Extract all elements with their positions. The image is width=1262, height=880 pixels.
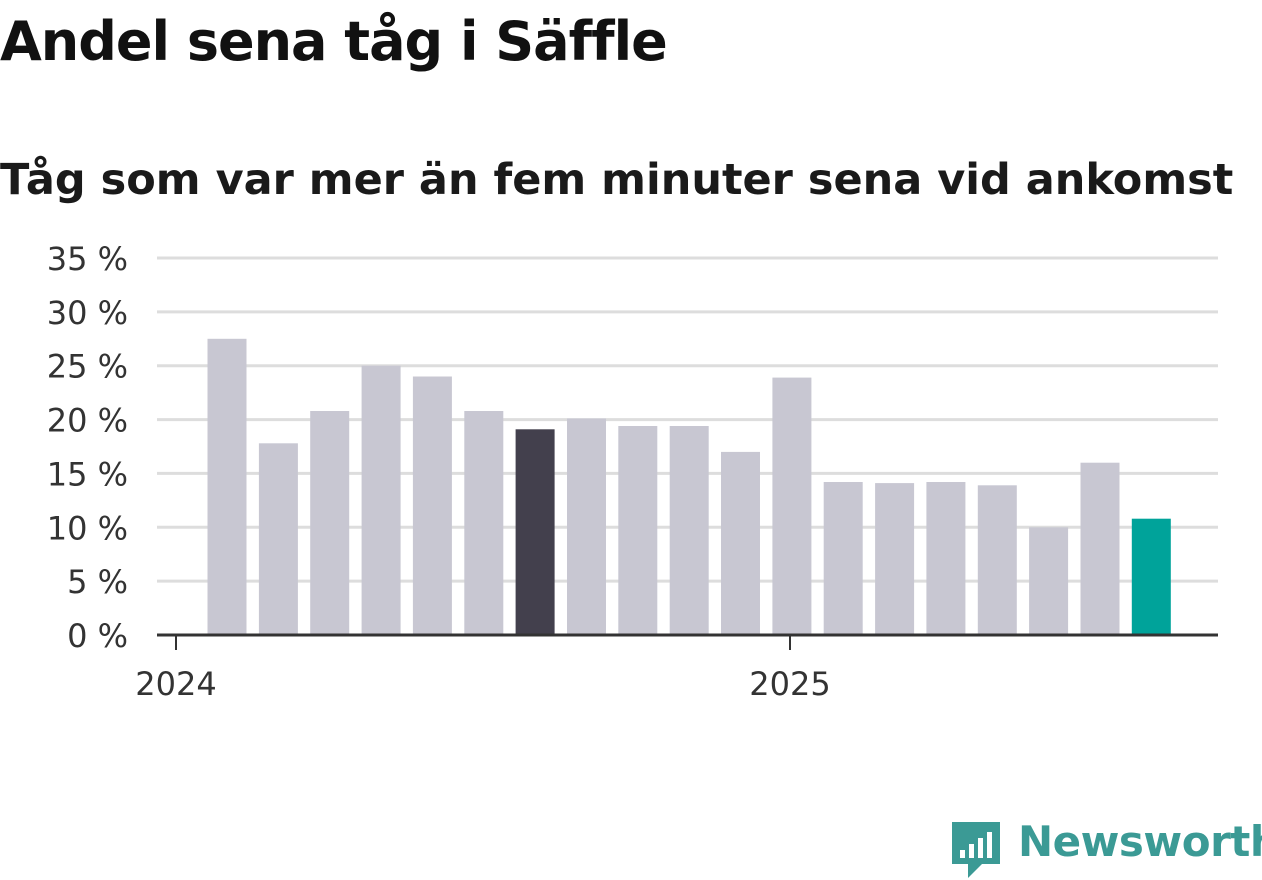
y-axis-tick-labels: 0 % 5 % 10 % 15 % 20 % 25 % 30 % 35 % [47,240,128,655]
chart-subtitle: Tåg som var mer än fem minuter sena vid … [0,155,1234,205]
bar [823,482,863,635]
y-tick-label: 15 % [47,455,128,493]
newsworthy-logo-icon [952,822,1000,878]
y-tick-label: 0 % [67,617,128,655]
bar [669,426,709,635]
brand-name: Newsworthy [1018,817,1262,866]
x-axis: 2024 2025 [135,635,831,703]
y-tick-label: 10 % [47,509,128,547]
x-tick-label-2025: 2025 [749,665,830,703]
bar [618,426,658,635]
bar [258,443,298,635]
bar [875,483,915,635]
y-tick-label: 30 % [47,294,128,332]
bar [412,376,452,635]
bar [567,418,606,635]
bar [926,482,966,635]
bar [772,377,812,635]
bar [721,451,760,635]
bar [310,411,350,635]
y-tick-label: 25 % [47,348,128,386]
bar [1029,527,1069,635]
bar [977,485,1017,635]
bars [207,338,1171,635]
y-tick-label: 35 % [47,240,128,278]
bar [464,411,504,635]
bar [361,365,401,635]
bar [1080,462,1120,635]
y-tick-label: 5 % [67,563,128,601]
bar [1131,518,1171,635]
chart-title: Andel sena tåg i Säffle [0,10,668,73]
y-tick-label: 20 % [47,402,128,440]
x-tick-label-2024: 2024 [135,665,216,703]
bar [515,429,555,635]
bar [207,338,247,635]
